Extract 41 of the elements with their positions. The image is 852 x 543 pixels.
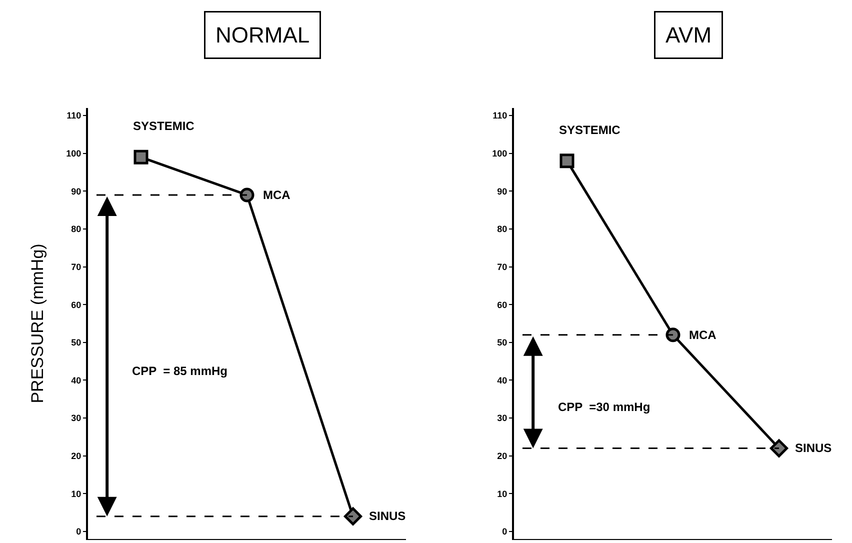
chart-title: NORMAL xyxy=(216,22,310,48)
point xyxy=(560,154,574,168)
y-tick-label: 10 xyxy=(71,488,82,499)
y-tick-label: 100 xyxy=(492,148,508,159)
point xyxy=(666,328,680,342)
y-tick-label: 90 xyxy=(497,186,508,196)
point xyxy=(134,150,148,164)
y-tick-label: 80 xyxy=(497,224,508,234)
y-tick-label: 40 xyxy=(71,375,82,386)
annotation: CPP =30 mmHg xyxy=(558,400,650,414)
y-tick-label: 50 xyxy=(71,338,82,348)
y-tick-label: 110 xyxy=(492,110,508,121)
annotation: CPP = 85 mmHg xyxy=(132,364,228,378)
annotation: MCA xyxy=(689,328,717,342)
y-tick-label: 30 xyxy=(497,413,508,424)
y-axis-title: PRESSURE (mmHg) xyxy=(28,244,48,404)
y-tick-label: 70 xyxy=(71,262,82,272)
annotation: SINUS xyxy=(369,509,406,523)
y-tick-label: 40 xyxy=(497,375,508,386)
y-tick-label: 90 xyxy=(71,186,82,196)
y-tick-label: 0 xyxy=(502,526,508,537)
y-tick-label: 20 xyxy=(497,450,508,461)
annotation: SINUS xyxy=(795,441,832,455)
y-tick-label: 70 xyxy=(497,262,508,272)
y-tick-label: 20 xyxy=(71,450,82,461)
y-tick-label: 10 xyxy=(497,488,508,499)
y-tick-label: 110 xyxy=(66,110,82,121)
point xyxy=(240,188,254,202)
y-tick-label: 30 xyxy=(71,413,82,424)
y-tick-label: 80 xyxy=(71,224,82,234)
annotation: SYSTEMIC xyxy=(559,123,621,137)
chart-title: AVM xyxy=(666,22,712,48)
point xyxy=(770,439,788,458)
annotation: SYSTEMIC xyxy=(133,119,195,133)
y-tick-label: 100 xyxy=(66,148,82,159)
annotation: MCA xyxy=(263,188,291,202)
y-tick-label: 0 xyxy=(76,526,82,537)
y-tick-label: 60 xyxy=(71,300,82,310)
y-tick-label: 60 xyxy=(497,300,508,310)
y-tick-label: 50 xyxy=(497,338,508,348)
point xyxy=(344,507,362,526)
